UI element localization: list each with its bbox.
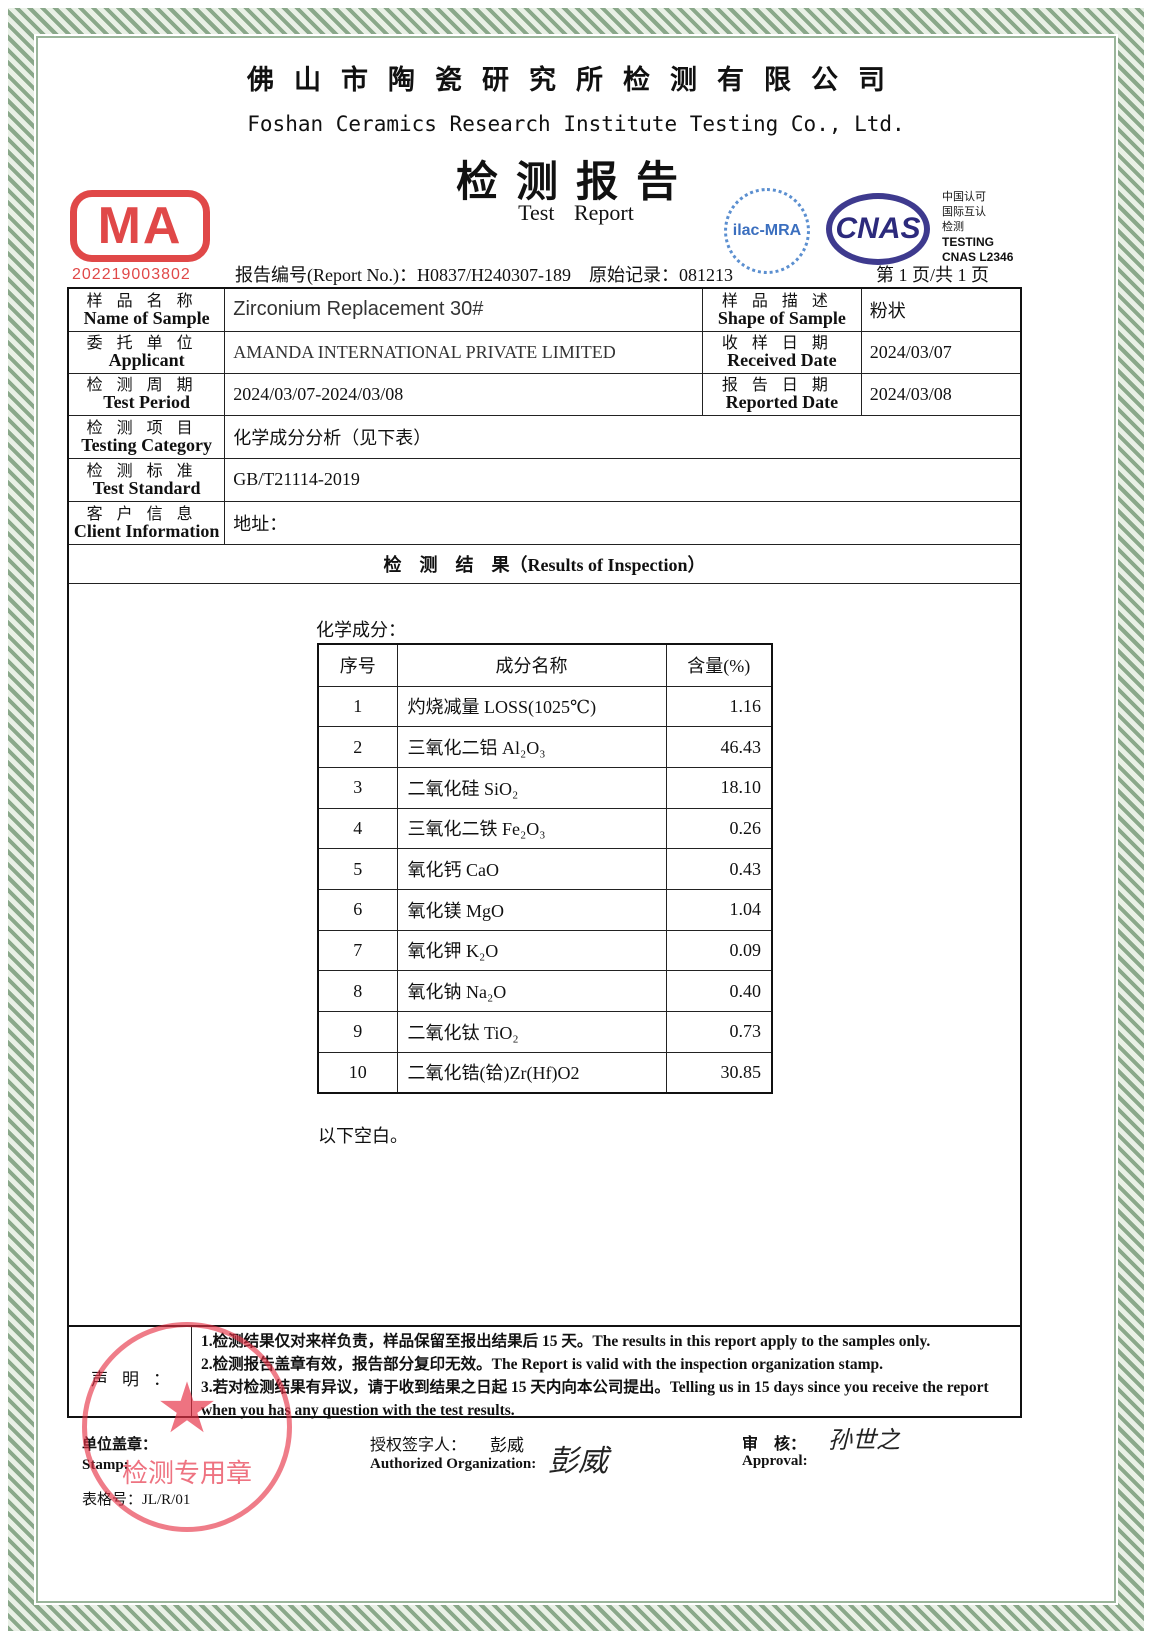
content-value: 1.16: [665, 685, 773, 728]
col-header-content: 含量(%): [665, 643, 773, 687]
table-row: 1 灼烧减量 LOSS(1025℃) 1.16: [317, 685, 773, 728]
row-number: 1: [317, 685, 398, 728]
chem-table: 序号 成分名称 含量(%) 1 灼烧减量 LOSS(1025℃) 1.16 2 三氧化二…: [317, 643, 773, 1094]
table-row: 3 二氧化硅 SiO₂ 18.10: [317, 766, 773, 809]
company-name-cn: 佛山市陶瓷研究所检测有限公司: [247, 65, 905, 95]
sample-name-value: Zirconium Replacement 30#: [224, 287, 704, 332]
declaration-line: 3.若对检测结果有异议，请于收到结果之日起 15 天内向本公司提出。Tellin…: [201, 1379, 989, 1419]
stamp-text: 检测专用章: [121, 1459, 252, 1489]
report-title-en: Test Report: [518, 200, 634, 225]
row-number: 2: [317, 726, 398, 768]
inner-border: [36, 36, 1116, 1603]
report-title-cn: 检测报告: [455, 160, 696, 206]
ma-number: 202219003802: [72, 266, 191, 283]
declaration-line: 2.检测报告盖章有效，报告部分复印无效。The Report is valid …: [201, 1356, 884, 1373]
label-received: 收样日期 Received Date: [702, 330, 862, 374]
content-value: 1.04: [665, 888, 773, 931]
content-value: 30.85: [665, 1051, 773, 1094]
table-row: 2 三氧化二铝 Al₂O₃ 46.43: [317, 726, 773, 768]
star-icon: ★: [155, 1371, 219, 1448]
signer-label-en: Authorized Organization:: [370, 1456, 537, 1472]
label-client: 客户信息 Client Information: [67, 500, 226, 545]
component-name: 二氧化硅 SiO₂: [396, 766, 667, 809]
cnas-caption-line: 国际互认: [942, 206, 986, 218]
component-name: 氧化镁 MgO: [396, 888, 667, 931]
company-name-en: Foshan Ceramics Research Institute Testi…: [247, 112, 905, 136]
received-value: 2024/03/07: [860, 330, 1022, 374]
content-value: 0.43: [665, 848, 773, 890]
content-value: 18.10: [665, 766, 773, 809]
component-name: 二氧化锆(铪)Zr(Hf)O2: [396, 1051, 667, 1094]
company-seal-stamp: ★ 检测专用章: [82, 1322, 292, 1532]
ilac-mra-logo: ilac-MRA: [724, 188, 810, 274]
component-name: 氧化钾 K₂O: [396, 929, 667, 972]
row-number: 9: [317, 1011, 398, 1053]
standard-value: GB/T21114-2019: [224, 457, 1022, 502]
ma-logo: MA: [70, 190, 210, 262]
content-value: 0.73: [665, 1011, 773, 1053]
table-row: 6 氧化镁 MgO 1.04: [317, 888, 773, 931]
label-standard: 检测标准 Test Standard: [67, 457, 226, 502]
blank-note: 以下空白。: [318, 1126, 408, 1146]
shape-value: 粉状: [860, 287, 1022, 332]
table-row: 9 二氧化钛 TiO₂ 0.73: [317, 1011, 773, 1053]
component-name: 三氧化二铝 Al₂O₃: [396, 726, 667, 768]
approval-label: 审 核：: [742, 1436, 807, 1453]
label-shape: 样品描述 Shape of Sample: [702, 287, 862, 332]
content-value: 46.43: [665, 726, 773, 768]
content-value: 0.40: [665, 970, 773, 1012]
signer-label: 授权签字人：: [370, 1437, 467, 1454]
content-value: 0.26: [665, 807, 773, 850]
table-row: 10 二氧化锆(铪)Zr(Hf)O2 30.85: [317, 1051, 773, 1094]
label-sample-name: 样品名称 Name of Sample: [67, 287, 226, 332]
table-row: 8 氧化钠 Na₂O 0.40: [317, 970, 773, 1012]
row-number: 5: [317, 848, 398, 890]
table-row: 7 氧化钾 K₂O 0.09: [317, 929, 773, 972]
component-name: 灼烧减量 LOSS(1025℃): [396, 685, 667, 728]
cnas-caption-line: TESTING: [942, 235, 995, 249]
report-number: 报告编号(Report No.)：H0837/H240307-189 原始记录：…: [235, 265, 733, 285]
approval-signature: 孙世之: [828, 1426, 900, 1454]
cnas-caption-line: 中国认可: [942, 191, 986, 203]
table-row: 4 三氧化二铁 Fe₂O₃ 0.26: [317, 807, 773, 850]
declaration-line: 1.检测结果仅对来样负责，样品保留至报出结果后 15 天。The results…: [201, 1333, 931, 1350]
page-number: 第 1 页/共 1 页: [876, 265, 990, 285]
reported-value: 2024/03/08: [860, 372, 1022, 416]
label-period: 检测周期 Test Period: [67, 372, 226, 416]
category-value: 化学成分分析（见下表）: [224, 414, 1022, 459]
signer-name: 彭威: [490, 1436, 524, 1455]
cnas-caption: 中国认可 国际互认 检测 TESTING CNAS L2346: [942, 190, 1013, 265]
col-header-no: 序号: [317, 643, 398, 687]
row-number: 10: [317, 1051, 398, 1094]
table-row: 5 氧化钙 CaO 0.43: [317, 848, 773, 890]
row-number: 7: [317, 929, 398, 972]
chem-label: 化学成分：: [316, 620, 406, 640]
cnas-caption-line: 检测: [942, 221, 964, 233]
component-name: 氧化钙 CaO: [396, 848, 667, 890]
row-number: 8: [317, 970, 398, 1012]
component-name: 氧化钠 Na₂O: [396, 970, 667, 1012]
label-applicant: 委托单位 Applicant: [67, 330, 226, 374]
applicant-value: AMANDA INTERNATIONAL PRIVATE LIMITED: [224, 330, 704, 374]
label-category: 检测项目 Testing Category: [67, 414, 226, 459]
cnas-caption-line: CNAS L2346: [942, 250, 1014, 264]
col-header-name: 成分名称: [396, 643, 667, 687]
approval-label-en: Approval:: [742, 1453, 808, 1469]
content-value: 0.09: [665, 929, 773, 972]
cnas-logo: CNAS: [826, 193, 930, 265]
component-name: 二氧化钛 TiO₂: [396, 1011, 667, 1053]
row-number: 6: [317, 888, 398, 931]
signer-signature: 彭威: [548, 1444, 608, 1479]
row-number: 3: [317, 766, 398, 809]
period-value: 2024/03/07-2024/03/08: [224, 372, 704, 416]
component-name: 三氧化二铁 Fe₂O₃: [396, 807, 667, 850]
results-heading: 检 测 结 果（Results of Inspection）: [67, 543, 1022, 584]
client-value: 地址：: [224, 500, 1022, 545]
row-number: 4: [317, 807, 398, 850]
label-reported: 报告日期 Reported Date: [702, 372, 862, 416]
